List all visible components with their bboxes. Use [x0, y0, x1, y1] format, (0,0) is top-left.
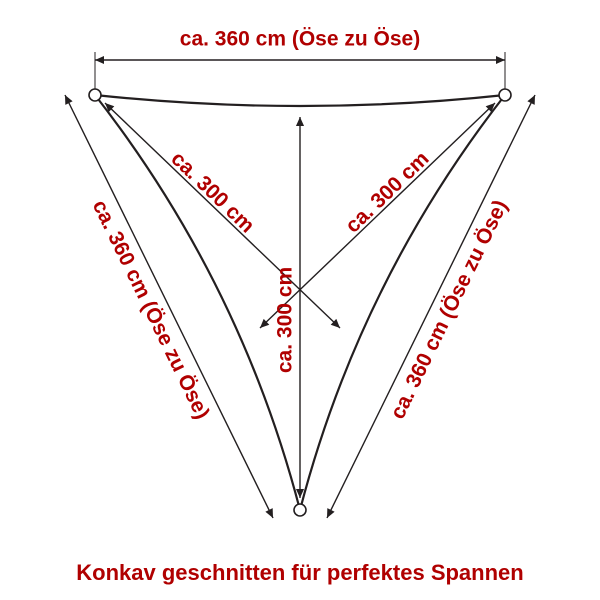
caption: Konkav geschnitten für perfektes Spannen [76, 560, 523, 585]
dimline-left [65, 95, 273, 518]
label-top: ca. 360 cm (Öse zu Öse) [180, 28, 420, 51]
label-right: ca. 360 cm (Öse zu Öse) [386, 196, 512, 422]
dimline-right [327, 95, 535, 518]
label-left: ca. 360 cm (Öse zu Öse) [88, 196, 214, 422]
dimline-top [95, 56, 505, 64]
dimline-inner_vert [296, 117, 304, 498]
eyelet-1 [499, 89, 511, 101]
eyelet-2 [294, 504, 306, 516]
label-inner_vert: ca. 300 cm [274, 267, 297, 373]
label-inner_left: ca. 300 cm [166, 147, 258, 237]
eyelet-0 [89, 89, 101, 101]
label-inner_right: ca. 300 cm [341, 147, 433, 237]
